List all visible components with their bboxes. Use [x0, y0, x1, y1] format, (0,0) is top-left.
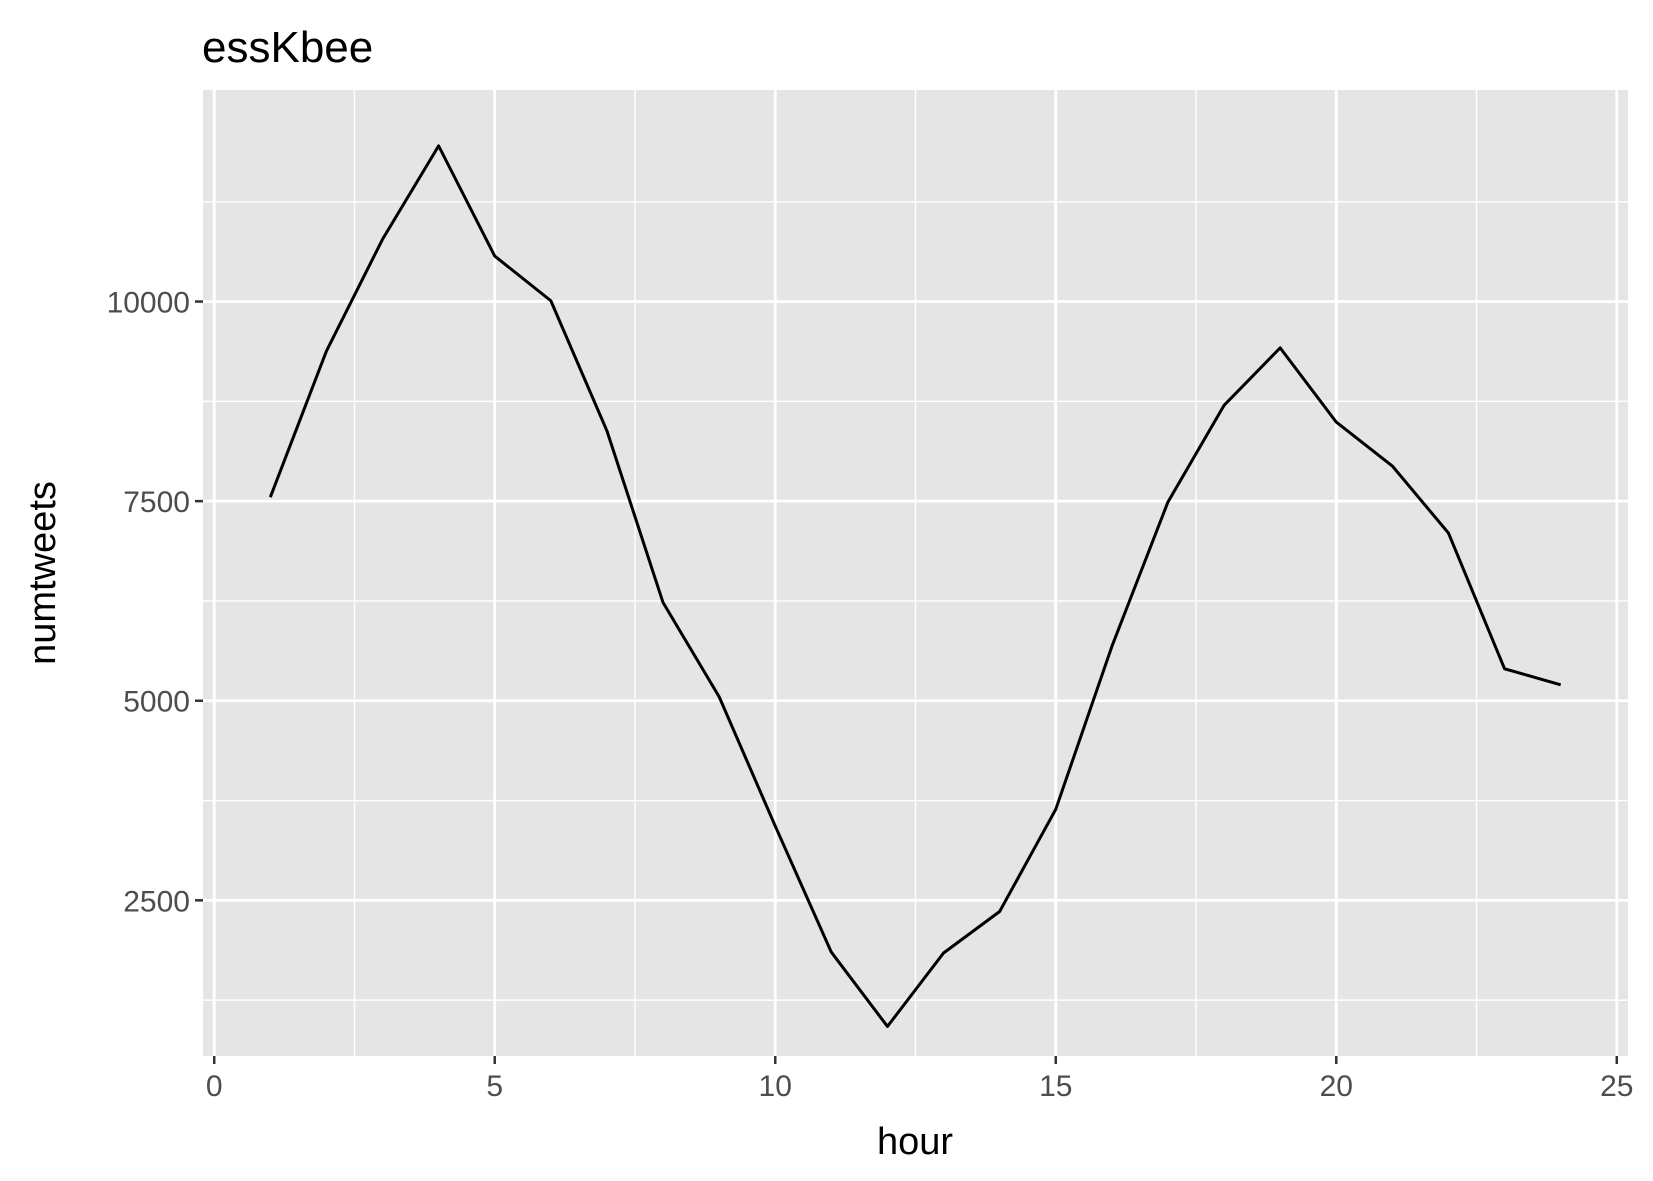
y-axis-ticks: 2500 5000 7500 10000 — [107, 287, 203, 918]
data-point — [268, 495, 272, 499]
data-point — [381, 237, 385, 241]
series-layer — [268, 144, 1563, 1028]
data-point — [1110, 644, 1114, 648]
x-tick-label: 5 — [486, 1070, 503, 1103]
chart-title: essKbee — [202, 23, 373, 72]
y-tick-label: 5000 — [123, 686, 190, 719]
y-tick-label: 2500 — [123, 885, 190, 918]
x-tick-label: 0 — [206, 1070, 223, 1103]
data-point — [829, 950, 833, 954]
x-tick-label: 15 — [1039, 1070, 1072, 1103]
y-tick-label: 10000 — [107, 287, 190, 320]
x-axis-title: hour — [877, 1121, 953, 1163]
data-point — [661, 601, 665, 605]
data-point — [1446, 531, 1450, 535]
x-tick-label: 10 — [759, 1070, 792, 1103]
data-point — [493, 254, 497, 258]
data-point — [1390, 464, 1394, 468]
y-tick-label: 7500 — [123, 486, 190, 519]
data-point — [549, 299, 553, 303]
data-point — [1166, 500, 1170, 504]
x-tick-label: 20 — [1320, 1070, 1353, 1103]
data-point — [1054, 807, 1058, 811]
data-point — [942, 951, 946, 955]
data-point — [717, 695, 721, 699]
data-point — [1222, 403, 1226, 407]
data-point — [773, 824, 777, 828]
data-point — [998, 909, 1002, 913]
data-point — [1559, 683, 1563, 687]
data-point — [324, 349, 328, 353]
data-point — [605, 429, 609, 433]
y-axis-title: numtweets — [22, 481, 64, 665]
data-point — [1503, 667, 1507, 671]
x-tick-label: 25 — [1600, 1070, 1633, 1103]
minor-gridlines — [203, 90, 1628, 1056]
data-point — [437, 144, 441, 148]
major-gridlines — [203, 90, 1628, 1056]
data-point — [885, 1024, 889, 1028]
x-axis-ticks: 0 5 10 15 20 25 — [206, 1056, 1633, 1103]
series-line — [268, 144, 1562, 1028]
data-point — [1278, 346, 1282, 350]
data-point — [1334, 420, 1338, 424]
